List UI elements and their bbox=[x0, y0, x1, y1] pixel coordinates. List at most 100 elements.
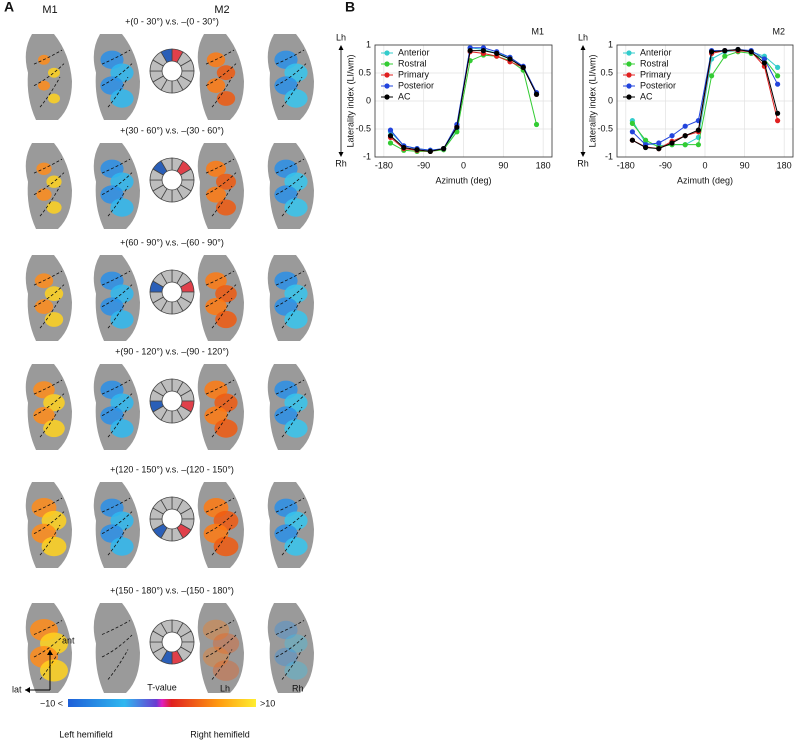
hemisphere-label: Lh bbox=[220, 683, 230, 693]
roi-border bbox=[205, 497, 237, 556]
chart-title: M1 bbox=[531, 26, 544, 36]
arrow-head bbox=[25, 650, 53, 693]
roi-border bbox=[275, 620, 307, 680]
activation-blob bbox=[284, 89, 308, 108]
roi-border bbox=[101, 49, 133, 108]
legend-swatch bbox=[384, 83, 390, 89]
activation-blob bbox=[44, 312, 64, 327]
y-tick-label: 1 bbox=[608, 39, 613, 49]
roi-border bbox=[275, 497, 307, 556]
ring-segment bbox=[160, 157, 173, 172]
colorbar-min: −10 < bbox=[40, 698, 63, 708]
activation-blob bbox=[216, 91, 236, 106]
data-point bbox=[695, 142, 702, 148]
activation-blob bbox=[214, 419, 238, 438]
x-axis-label: Azimuth (deg) bbox=[677, 175, 733, 185]
legend-label: AC bbox=[640, 91, 653, 101]
data-point bbox=[629, 120, 636, 126]
data-point bbox=[775, 110, 781, 116]
plot-frame bbox=[616, 44, 794, 158]
activation-blob bbox=[41, 536, 67, 557]
activation-blob bbox=[36, 188, 52, 201]
data-point bbox=[656, 146, 662, 152]
legend-swatch bbox=[626, 50, 632, 56]
activation-blob bbox=[40, 659, 68, 682]
data-point bbox=[520, 64, 526, 70]
row-title: +(30 - 60°) v.s. –(30 - 60°) bbox=[120, 125, 224, 135]
data-point bbox=[775, 73, 781, 79]
legend-swatch bbox=[626, 83, 632, 89]
activation-blob bbox=[202, 646, 230, 668]
data-point bbox=[401, 144, 407, 151]
activation-blob bbox=[38, 80, 50, 91]
row-title: +(90 - 120°) v.s. –(90 - 120°) bbox=[115, 346, 229, 356]
roi-border bbox=[275, 49, 307, 108]
roi-border bbox=[205, 270, 237, 329]
data-point bbox=[643, 137, 649, 143]
panel-label: A bbox=[4, 0, 14, 15]
x-tick-label: -180 bbox=[617, 160, 635, 170]
colorbar-title: T-value bbox=[147, 682, 177, 692]
roi-border bbox=[101, 379, 133, 438]
x-tick-label: 180 bbox=[777, 160, 792, 170]
activation-blob bbox=[284, 310, 308, 329]
activation-blob bbox=[205, 298, 227, 316]
roi-border bbox=[275, 158, 307, 217]
legend-swatch bbox=[384, 72, 390, 78]
colorbar-max: >10 bbox=[260, 698, 275, 708]
y-tick-label: 1 bbox=[366, 39, 371, 49]
data-point bbox=[656, 140, 662, 146]
data-point bbox=[695, 127, 702, 133]
legend-label: Rostral bbox=[398, 58, 427, 68]
data-point bbox=[427, 148, 433, 154]
colorbar-side: Left hemifield bbox=[59, 729, 113, 739]
data-point bbox=[682, 142, 688, 148]
ring-segment bbox=[160, 496, 173, 511]
x-tick-label: 180 bbox=[536, 160, 551, 170]
data-point bbox=[629, 129, 636, 135]
legend-label: AC bbox=[398, 91, 411, 101]
chart-title: M2 bbox=[772, 26, 785, 36]
roi-border bbox=[205, 49, 237, 108]
roi-border bbox=[205, 620, 237, 680]
legend-label: Anterior bbox=[640, 47, 672, 57]
x-tick-label: -90 bbox=[659, 160, 672, 170]
legend-label: Rostral bbox=[640, 58, 669, 68]
row-title: +(120 - 150°) v.s. –(120 - 150°) bbox=[110, 464, 234, 474]
data-point bbox=[709, 49, 715, 55]
activation-blob bbox=[110, 537, 134, 556]
data-point bbox=[480, 48, 487, 54]
data-point bbox=[775, 64, 781, 70]
activation-blob bbox=[46, 201, 62, 214]
x-tick-label: 0 bbox=[461, 160, 466, 170]
legend-swatch bbox=[626, 94, 632, 100]
roi-border bbox=[275, 379, 307, 438]
y-tick-label: 0 bbox=[608, 95, 613, 105]
colorbar-side: Right hemifield bbox=[190, 729, 250, 739]
roi-border bbox=[33, 270, 65, 329]
x-tick-label: 90 bbox=[740, 160, 750, 170]
activation-blob bbox=[206, 186, 226, 203]
y-tick-label: 0 bbox=[366, 95, 371, 105]
ring-segment bbox=[160, 48, 173, 63]
activation-blob bbox=[34, 299, 54, 314]
data-point bbox=[440, 146, 447, 152]
top-label: Lh bbox=[336, 32, 346, 42]
ring-segment bbox=[160, 619, 173, 634]
roi-border bbox=[101, 158, 133, 217]
hemisphere-label: Rh bbox=[292, 683, 304, 693]
y-tick-label: -1 bbox=[605, 151, 613, 161]
data-point bbox=[682, 123, 688, 129]
row-title: +(0 - 30°) v.s. –(0 - 30°) bbox=[125, 16, 219, 26]
data-point bbox=[387, 133, 394, 139]
activation-blob bbox=[284, 198, 308, 217]
data-point bbox=[629, 137, 636, 143]
legend-swatch bbox=[384, 61, 390, 67]
x-tick-label: -90 bbox=[417, 160, 430, 170]
y-tick-label: 0.5 bbox=[358, 67, 371, 77]
data-point bbox=[494, 50, 500, 57]
data-point bbox=[467, 48, 473, 54]
activation-blob bbox=[48, 67, 60, 78]
roi-border bbox=[33, 379, 65, 438]
legend-label: Posterior bbox=[640, 80, 676, 90]
